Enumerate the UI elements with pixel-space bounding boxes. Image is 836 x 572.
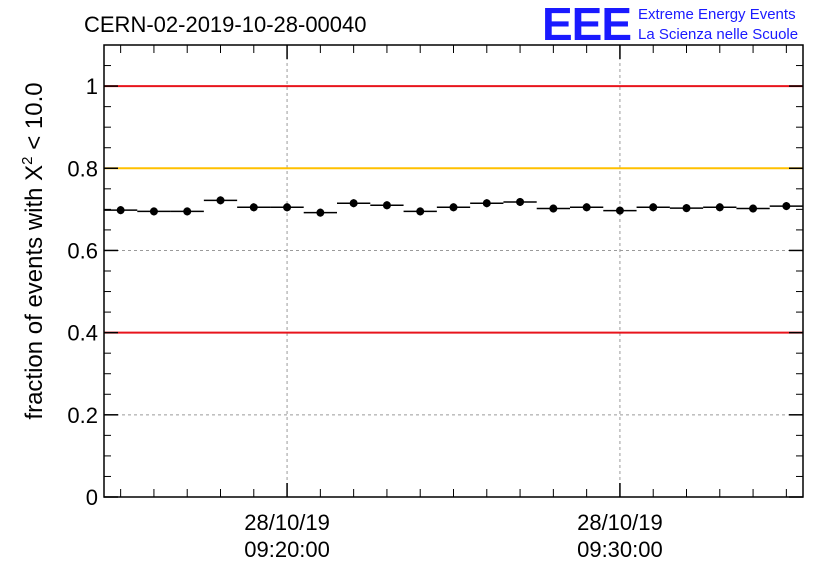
data-point	[649, 203, 658, 212]
x-tick-label-date: 28/10/19	[577, 510, 663, 535]
y-tick-label: 1	[86, 74, 98, 99]
logo-line-2: La Scienza nelle Scuole	[638, 26, 798, 43]
data-point	[482, 199, 491, 208]
data-point	[582, 203, 591, 212]
y-axis-title: fraction of events with X2 < 10.0	[19, 82, 48, 419]
data-point	[416, 207, 425, 216]
grid-lines	[104, 45, 803, 497]
data-point	[749, 204, 758, 213]
data-point	[549, 204, 558, 213]
data-point	[449, 203, 458, 212]
y-tick-label: 0.4	[67, 321, 98, 346]
logo-line-1: Extreme Energy Events	[638, 6, 796, 23]
data-point	[249, 203, 258, 212]
data-markers	[104, 196, 803, 217]
logo-mark: EEE	[542, 0, 631, 50]
data-point	[782, 202, 791, 211]
y-axis-title-superscript: 2	[19, 156, 36, 164]
data-point	[682, 204, 691, 213]
y-axis-title-tail: < 10.0	[21, 82, 48, 156]
run-title: CERN-02-2019-10-28-00040	[84, 12, 367, 37]
data-point	[349, 199, 358, 208]
plot-frame	[103, 44, 804, 498]
y-axis-ticks: 0 0.2 0.4 0.6 0.8 1	[67, 65, 803, 510]
plot-border	[103, 44, 804, 498]
y-tick-label: 0	[86, 485, 98, 510]
eee-logo: EEE Extreme Energy Events La Scienza nel…	[542, 0, 798, 50]
y-tick-label: 0.8	[67, 156, 98, 181]
y-tick-label: 0.2	[67, 403, 98, 428]
data-point	[283, 203, 292, 212]
data-point	[715, 203, 724, 212]
data-point	[149, 207, 158, 216]
data-point	[116, 206, 125, 215]
data-point	[382, 201, 391, 210]
x-tick-label-time: 09:30:00	[577, 537, 663, 562]
data-point	[516, 197, 525, 206]
data-point	[316, 208, 325, 217]
data-point	[183, 207, 192, 216]
data-point	[216, 196, 225, 205]
reference-lines	[104, 85, 803, 334]
x-tick-label-date: 28/10/19	[244, 510, 330, 535]
x-tick-label-time: 09:20:00	[244, 537, 330, 562]
y-axis-title-main: fraction of events with X	[21, 165, 48, 420]
y-tick-label: 0.6	[67, 238, 98, 263]
data-point	[615, 206, 624, 215]
